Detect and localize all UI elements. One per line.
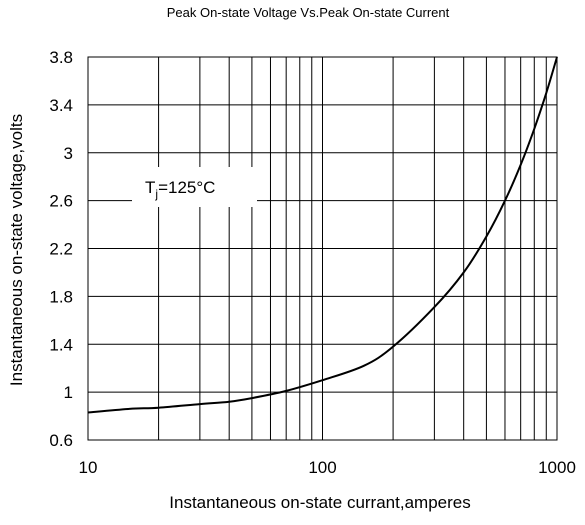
y-tick-label: 3 xyxy=(64,144,73,163)
y-tick-label: 2.6 xyxy=(49,192,73,211)
annotation-subscript: j xyxy=(154,187,158,201)
x-axis-label: Instantaneous on-state currant,amperes xyxy=(169,493,470,512)
grid xyxy=(88,57,557,440)
annotation-background xyxy=(132,167,257,207)
x-tick-label: 100 xyxy=(308,458,336,477)
series-line xyxy=(87,56,558,414)
y-tick-label: 1 xyxy=(64,383,73,402)
y-tick-label: 2.2 xyxy=(49,240,73,259)
y-tick-labels: 0.6 1 1.4 1.8 2.2 2.6 3 3.4 3.8 xyxy=(49,48,73,450)
y-tick-label: 1.8 xyxy=(49,287,73,306)
chart-title: Peak On-state Voltage Vs.Peak On-state C… xyxy=(167,5,450,20)
annotation-suffix: =125°C xyxy=(158,178,215,197)
x-tick-labels: 10 100 1000 xyxy=(79,458,576,477)
y-tick-label: 3.8 xyxy=(49,48,73,67)
x-tick-label: 10 xyxy=(79,458,98,477)
y-tick-label: 1.4 xyxy=(49,335,73,354)
annotation-text: Tj=125°C xyxy=(145,178,215,201)
x-tick-label: 1000 xyxy=(538,458,576,477)
temperature-annotation: Tj=125°C xyxy=(132,167,257,207)
y-axis-label: Instantaneous on-state voltage,volts xyxy=(7,114,26,386)
y-tick-label: 3.4 xyxy=(49,96,73,115)
y-tick-label: 0.6 xyxy=(49,431,73,450)
annotation-main: T xyxy=(145,178,155,197)
plot-frame xyxy=(87,56,558,441)
